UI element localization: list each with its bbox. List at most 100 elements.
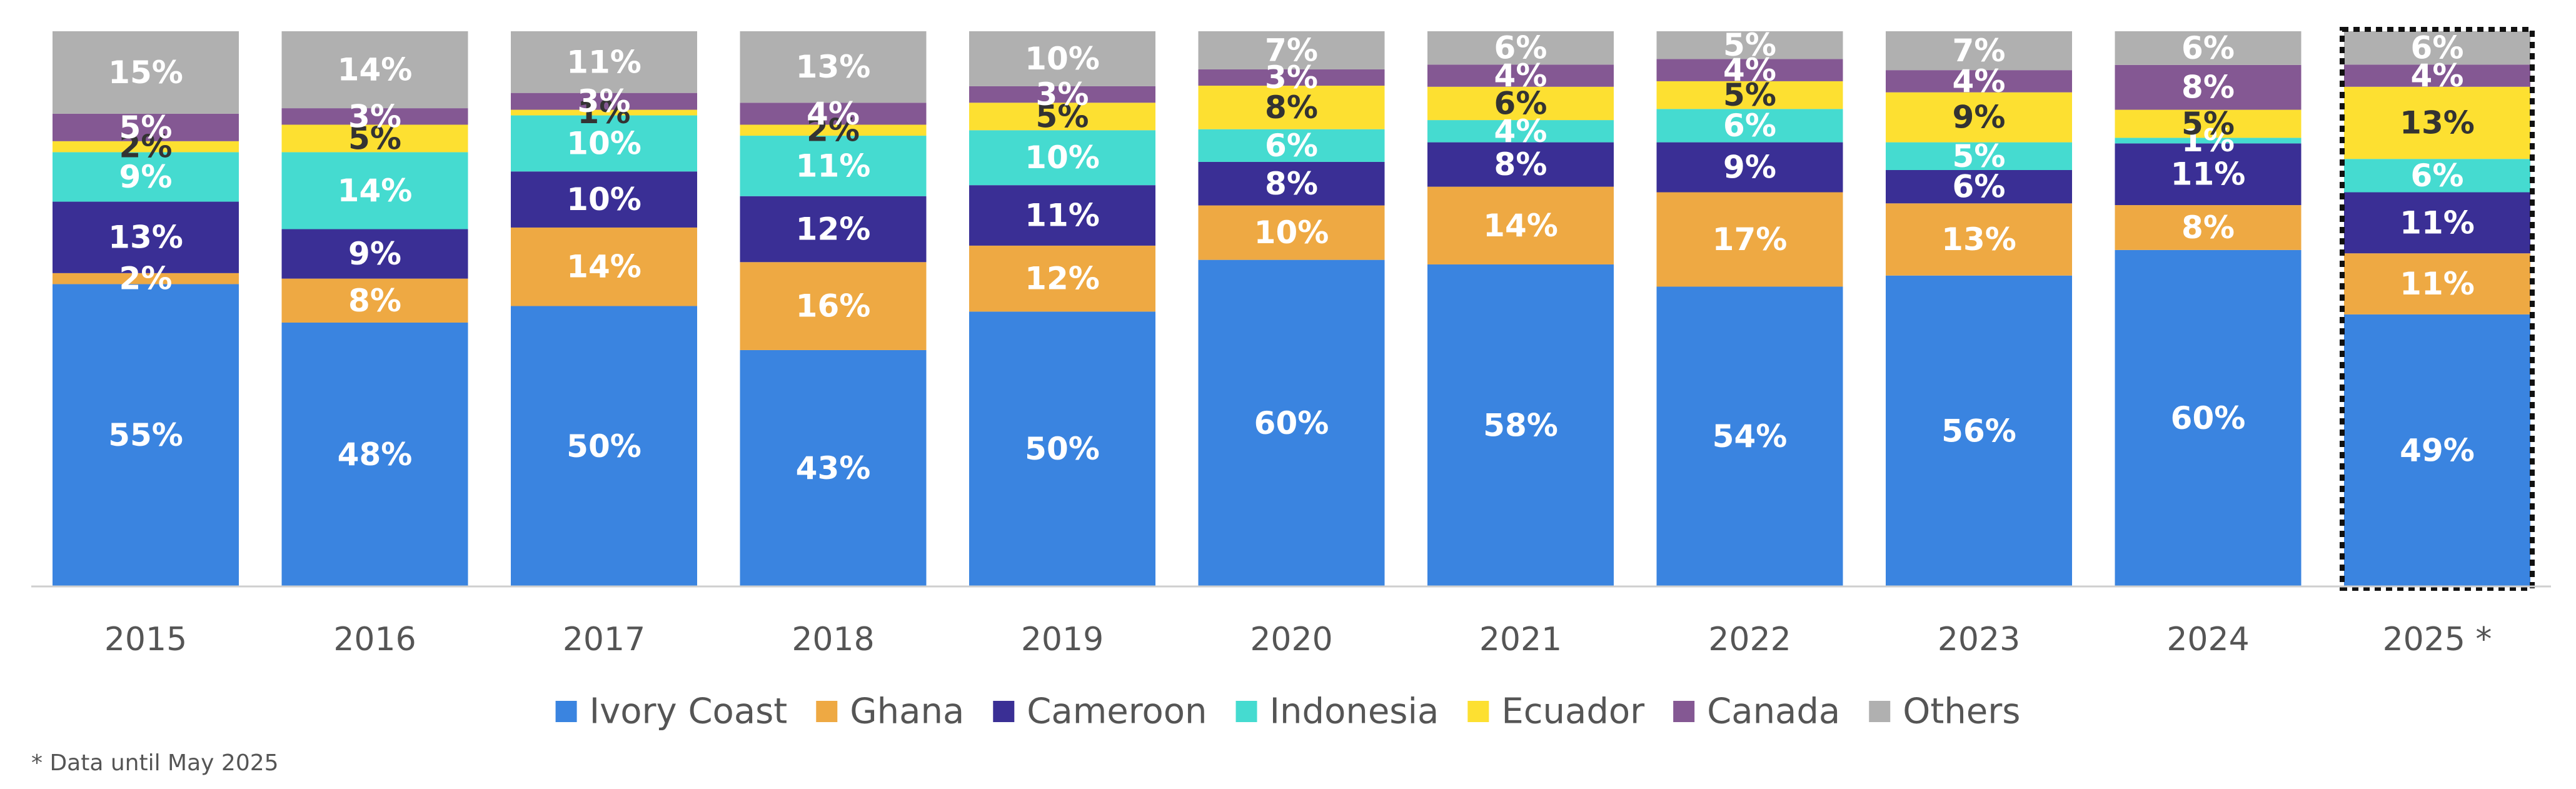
data-label: 13%: [1941, 221, 2016, 258]
bar-segment: [2115, 205, 2302, 250]
bar-segment: [2115, 138, 2302, 144]
data-label: 6%: [2411, 30, 2464, 66]
x-tick-label: 2017: [563, 621, 645, 658]
bar-segment: [1198, 205, 1385, 260]
bar-segment: [53, 284, 239, 586]
legend-label: Ivory Coast: [590, 691, 788, 732]
data-label: 12%: [1025, 261, 1100, 297]
segment-labels-layer: 55%2%13%9%2%5%15%48%8%9%14%5%3%14%50%14%…: [108, 27, 2475, 486]
bar-segment: [511, 171, 697, 228]
data-label: 7%: [1953, 33, 2006, 69]
bar-segment: [2115, 64, 2302, 110]
legend-label: Canada: [1707, 691, 1840, 732]
data-label: 5%: [119, 109, 173, 146]
bar-segment: [2344, 159, 2530, 193]
bar-segment: [740, 349, 927, 586]
bar-segment: [53, 201, 239, 273]
bar-segment: [281, 152, 468, 229]
legend-item: Others: [1869, 691, 2020, 732]
data-label: 8%: [1265, 89, 1318, 126]
bar-segment: [1886, 92, 2072, 143]
bar-segment: [53, 141, 239, 153]
bar-segment: [1427, 186, 1614, 264]
data-label: 2%: [119, 129, 173, 165]
data-label: 6%: [2181, 30, 2235, 66]
data-label: 1%: [578, 94, 631, 131]
legend-item: Canada: [1673, 691, 1840, 732]
bar-segment: [969, 245, 1155, 312]
x-tick-label: 2018: [792, 621, 874, 658]
data-label: 17%: [1713, 221, 1788, 258]
bar-segment: [2115, 31, 2302, 65]
bar-segment: [969, 185, 1155, 246]
legend-label: Indonesia: [1270, 691, 1439, 732]
x-tick-label: 2024: [2166, 621, 2249, 658]
highlight-outline: [2340, 27, 2535, 591]
data-label: 13%: [796, 49, 871, 85]
bar-segment: [2344, 314, 2530, 586]
bar-segment: [511, 31, 697, 93]
legend-swatch: [993, 701, 1015, 722]
data-label: 48%: [338, 436, 413, 473]
bar-segment: [1886, 142, 2072, 170]
bar-segment: [511, 109, 697, 116]
bar-segment: [1886, 70, 2072, 93]
data-label: 5%: [1953, 138, 2006, 174]
data-label: 7%: [1265, 32, 1318, 68]
bar-segment: [511, 306, 697, 586]
data-label: 60%: [2171, 400, 2246, 436]
data-label: 8%: [2181, 69, 2235, 106]
bar-segment: [281, 31, 468, 109]
data-label: 8%: [1265, 166, 1318, 202]
legend-label: Ghana: [850, 691, 964, 732]
bar-segment: [740, 136, 927, 196]
bar-segment: [2115, 143, 2302, 206]
bar-segment: [1656, 109, 1843, 143]
bar-segment: [1198, 161, 1385, 206]
data-label: 14%: [566, 249, 641, 285]
legend-swatch: [555, 701, 577, 722]
data-label: 4%: [1723, 52, 1776, 88]
data-label: 11%: [1025, 198, 1100, 234]
bar-segment: [2344, 253, 2530, 314]
bar-segment: [1656, 286, 1843, 586]
data-label: 14%: [1483, 208, 1558, 244]
bar-segment: [1427, 31, 1614, 65]
bar-segment: [1886, 203, 2072, 276]
bar-segment: [2344, 31, 2530, 65]
legend-swatch: [816, 701, 838, 722]
bar-segment: [1886, 275, 2072, 586]
x-tick-label: 2022: [1708, 621, 1791, 658]
bar-segment: [1656, 142, 1843, 193]
data-label: 3%: [1265, 59, 1318, 96]
data-label: 5%: [348, 120, 401, 156]
data-label: 43%: [796, 450, 871, 486]
bar-segment: [1427, 120, 1614, 143]
data-label: 60%: [1254, 405, 1329, 441]
data-label: 16%: [796, 288, 871, 324]
data-label: 9%: [348, 236, 401, 272]
data-label: 9%: [119, 159, 173, 195]
bar-segment: [53, 31, 239, 114]
bar-segment: [281, 124, 468, 153]
bar-segment: [1198, 259, 1385, 586]
data-label: 6%: [2411, 158, 2464, 194]
data-label: 14%: [338, 52, 413, 88]
data-label: 6%: [1265, 128, 1318, 164]
data-label: 3%: [1036, 76, 1089, 113]
x-tick-label: 2019: [1021, 621, 1104, 658]
legend-swatch: [1235, 701, 1257, 722]
data-label: 14%: [338, 173, 413, 209]
data-label: 10%: [1025, 41, 1100, 77]
bar-segment: [511, 227, 697, 306]
data-label: 3%: [348, 98, 401, 134]
data-label: 54%: [1713, 418, 1788, 455]
data-label: 55%: [108, 417, 183, 453]
data-label: 56%: [1941, 413, 2016, 449]
data-label: 5%: [1723, 77, 1776, 113]
data-label: 5%: [1723, 27, 1776, 63]
x-tick-label: 2020: [1250, 621, 1332, 658]
bar-segment: [740, 196, 927, 263]
data-label: 5%: [2181, 106, 2235, 142]
